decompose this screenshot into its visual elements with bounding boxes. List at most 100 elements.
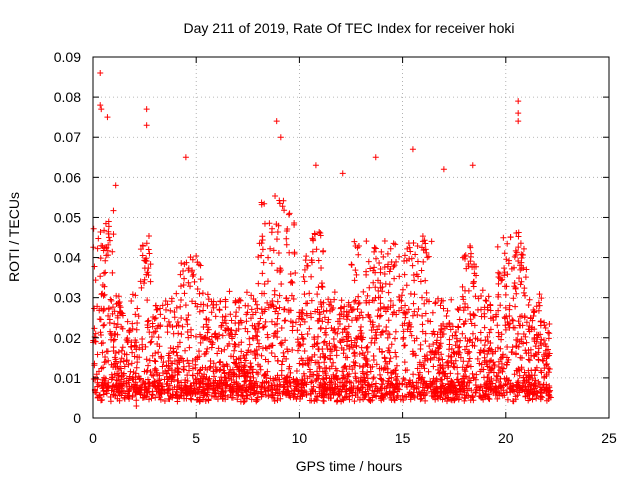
data-point: [321, 354, 328, 361]
data-point: [177, 271, 184, 278]
data-point: [321, 314, 328, 321]
data-point: [416, 374, 423, 381]
data-point: [91, 263, 98, 270]
data-point: [340, 308, 347, 315]
data-point: [252, 355, 259, 362]
data-point: [222, 381, 229, 388]
data-point: [282, 317, 289, 324]
data-point: [102, 354, 109, 361]
data-point: [196, 370, 203, 377]
data-point: [269, 394, 276, 401]
data-point: [308, 379, 315, 386]
data-point: [523, 374, 530, 381]
data-point: [308, 257, 315, 264]
data-point: [194, 285, 201, 292]
data-point: [310, 383, 317, 390]
data-point: [385, 317, 392, 324]
y-tick-label: 0.06: [54, 169, 81, 185]
data-point: [94, 351, 101, 358]
data-point: [320, 398, 327, 405]
data-point: [236, 373, 243, 380]
data-point: [297, 321, 304, 328]
data-point: [481, 342, 488, 349]
data-point: [495, 358, 502, 365]
data-point: [406, 244, 413, 251]
data-point: [173, 388, 180, 395]
data-point: [207, 358, 214, 365]
data-point: [185, 312, 192, 319]
data-point: [217, 391, 224, 398]
data-point: [542, 347, 549, 354]
data-point: [297, 380, 304, 387]
data-point: [429, 330, 436, 337]
data-point: [498, 360, 505, 367]
data-point: [227, 311, 234, 318]
data-point: [385, 289, 392, 296]
data-point: [102, 220, 109, 227]
data-point: [319, 318, 326, 325]
data-point: [118, 355, 125, 362]
data-point: [192, 333, 199, 340]
data-point: [377, 312, 384, 319]
data-point: [226, 383, 233, 390]
data-point: [309, 387, 316, 394]
data-point: [432, 387, 439, 394]
data-point: [546, 350, 553, 357]
data-point: [145, 246, 152, 253]
data-point: [117, 304, 124, 311]
data-point: [541, 322, 548, 329]
data-point: [306, 366, 313, 373]
data-point: [503, 389, 510, 396]
data-point: [128, 343, 135, 350]
data-point: [128, 297, 135, 304]
data-point: [516, 262, 523, 269]
data-point: [216, 359, 223, 366]
data-point: [177, 297, 184, 304]
data-point: [151, 357, 158, 364]
data-point: [467, 363, 474, 370]
data-point: [400, 375, 407, 382]
data-point: [264, 299, 271, 306]
data-point: [222, 298, 229, 305]
data-point: [469, 393, 476, 400]
data-point: [245, 370, 252, 377]
data-point: [271, 330, 278, 337]
data-point: [355, 251, 362, 258]
data-point: [515, 258, 522, 265]
data-point: [184, 372, 191, 379]
data-point: [358, 336, 365, 343]
data-point: [490, 361, 497, 368]
data-point: [247, 315, 254, 322]
data-point: [205, 296, 212, 303]
data-point: [364, 349, 371, 356]
data-point: [171, 309, 178, 316]
data-point: [505, 260, 512, 267]
data-point: [227, 353, 234, 360]
data-point: [388, 374, 395, 381]
data-point: [413, 271, 420, 278]
data-point: [378, 248, 385, 255]
data-point: [376, 346, 383, 353]
data-point: [243, 351, 250, 358]
data-point: [369, 335, 376, 342]
data-point: [309, 248, 316, 255]
data-point: [406, 390, 413, 397]
data-point: [277, 395, 284, 402]
data-point: [114, 395, 121, 402]
data-point: [402, 367, 409, 374]
data-point: [542, 325, 549, 332]
data-point: [455, 307, 462, 314]
data-point: [345, 323, 352, 330]
data-point: [485, 338, 492, 345]
data-point: [456, 343, 463, 350]
data-point: [357, 378, 364, 385]
data-point: [434, 337, 441, 344]
data-point: [238, 348, 245, 355]
data-point: [364, 292, 371, 299]
data-point: [244, 328, 251, 335]
data-point: [287, 382, 294, 389]
data-point: [304, 331, 311, 338]
data-point: [409, 312, 416, 319]
data-point: [123, 351, 130, 358]
data-point: [146, 250, 153, 257]
